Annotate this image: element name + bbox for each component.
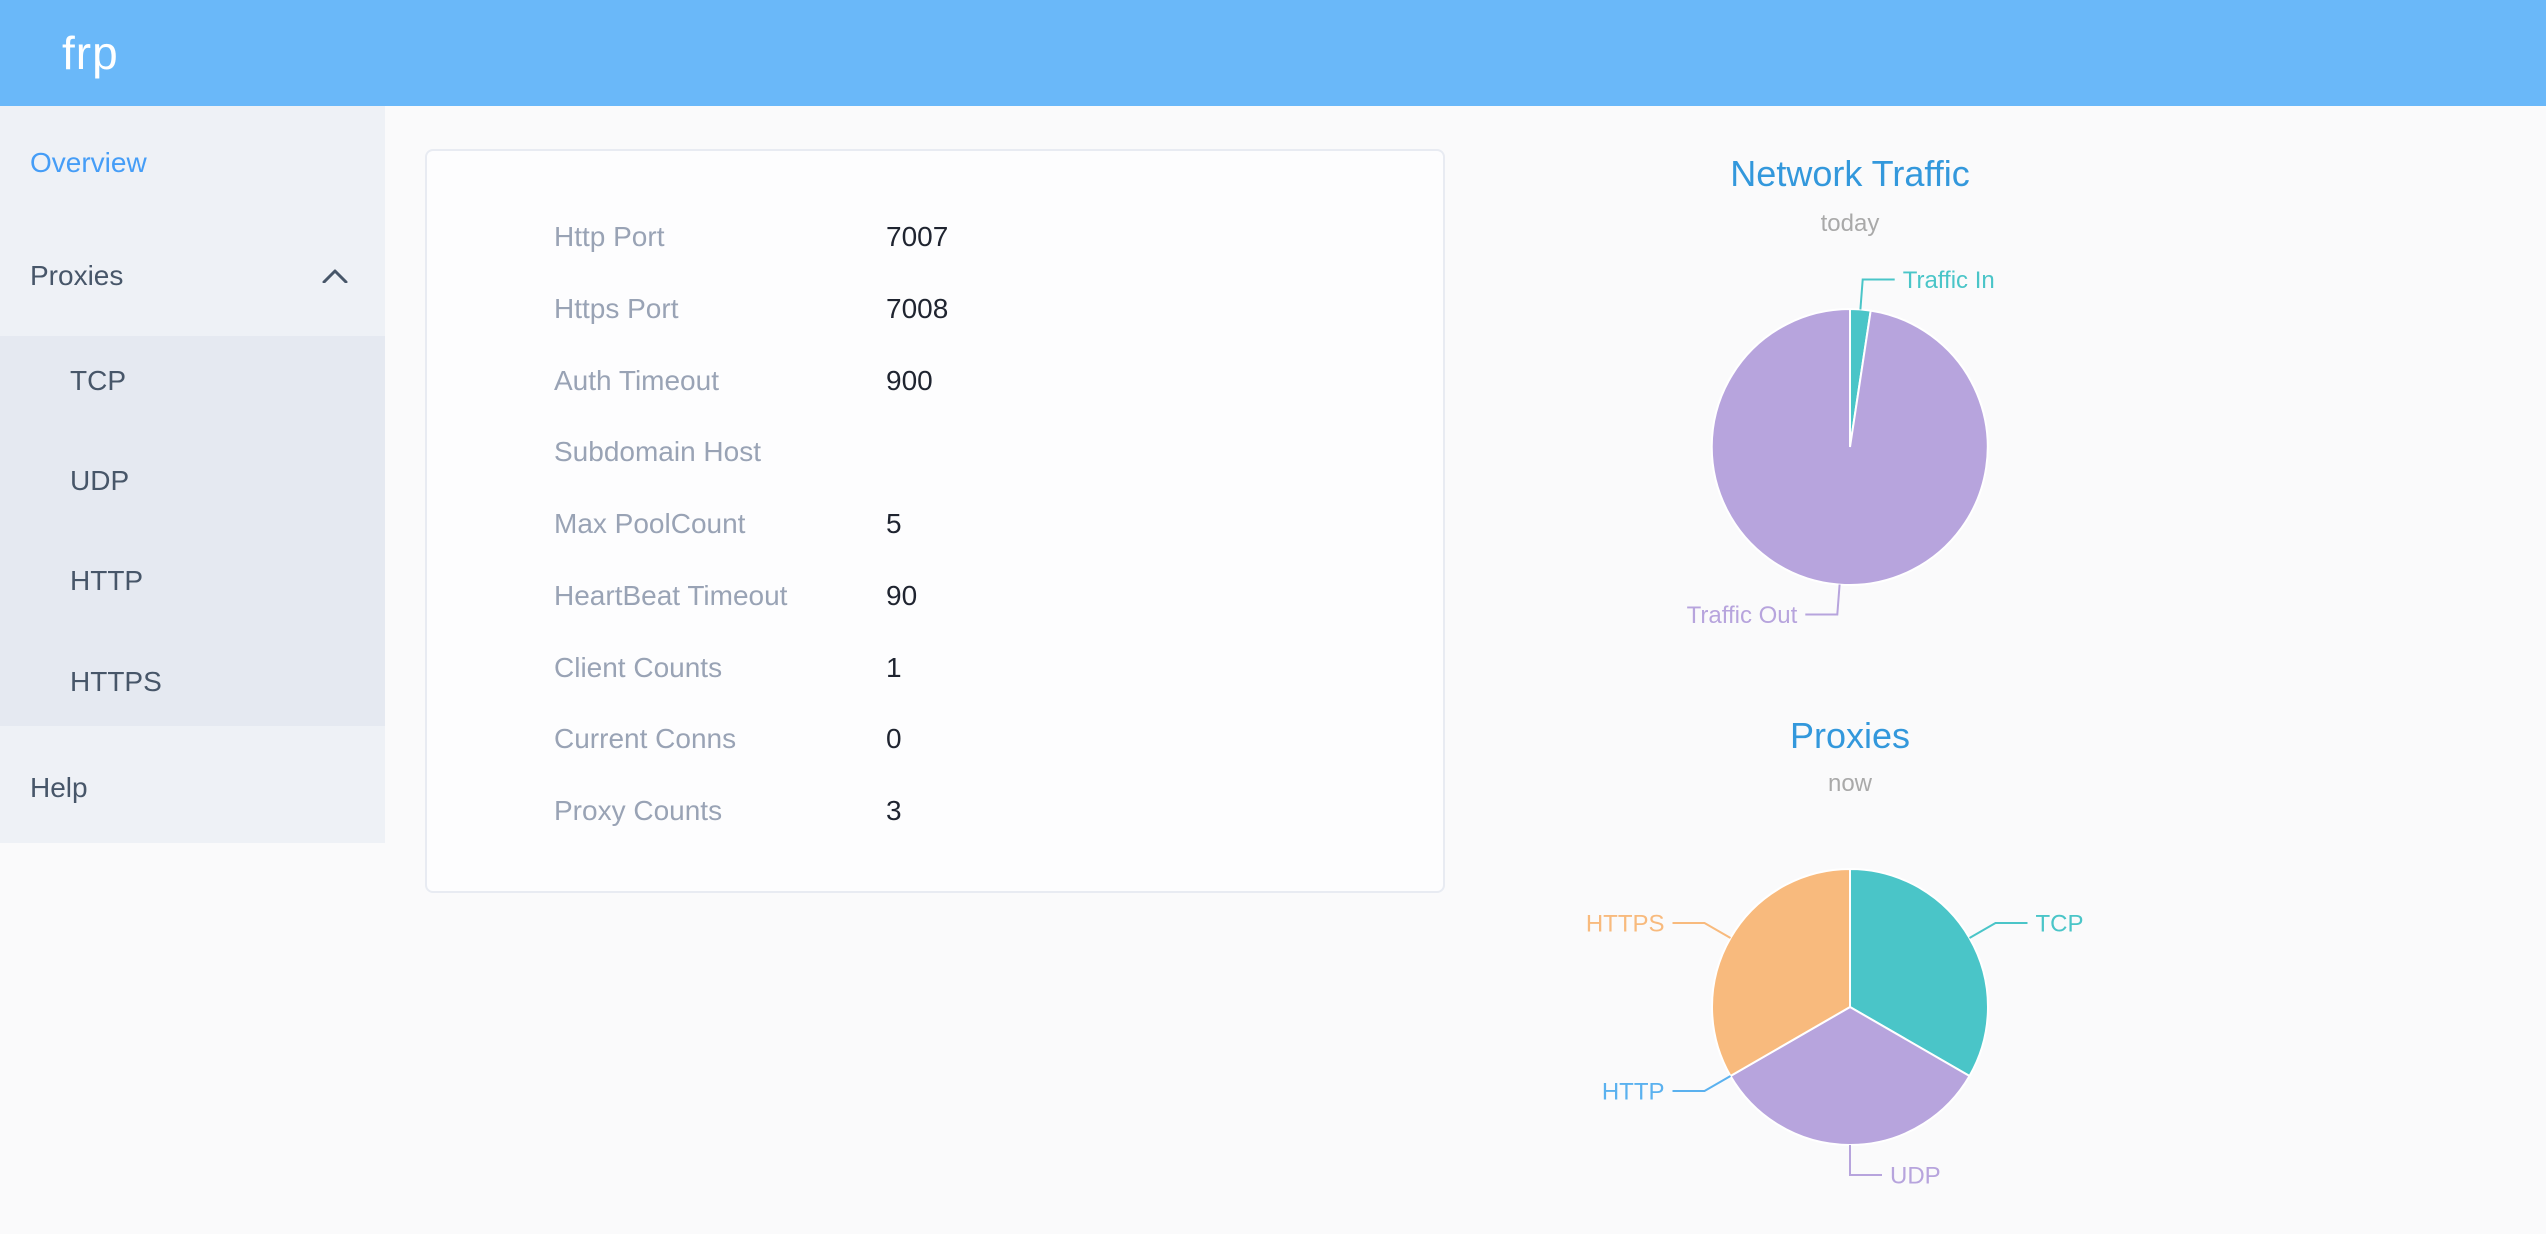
config-value: 900 — [886, 364, 933, 396]
config-row: Max PoolCount 5 — [427, 503, 1443, 545]
config-row: Subdomain Host — [427, 431, 1443, 473]
config-value: 3 — [886, 795, 902, 826]
config-label: Subdomain Host — [554, 436, 762, 468]
app-header: frp — [0, 0, 2546, 106]
server-config-card: Http Port 7007 Https Port 7008 Auth Timeout 9… — [425, 149, 1445, 893]
pie-label-traffic-out: Traffic Out — [1687, 602, 1798, 629]
config-label: Current Conns — [554, 723, 737, 755]
network-traffic-subtitle: today — [1820, 210, 1880, 237]
config-label: Client Counts — [554, 651, 723, 683]
sidebar-submenu: TCP UDP HTTP HTTPS — [0, 336, 385, 726]
config-row: HeartBeat Timeout 90 — [427, 575, 1443, 617]
config-value: 90 — [886, 579, 918, 611]
sidebar-item-tcp[interactable]: TCP — [70, 365, 126, 396]
config-row: Auth Timeout 900 — [427, 360, 1443, 402]
config-label: Https Port — [554, 292, 679, 324]
config-row: Https Port 7008 — [427, 288, 1443, 330]
config-row: Http Port 7007 — [427, 216, 1443, 258]
sidebar-item-proxies-label: Proxies — [30, 260, 124, 291]
config-value: 7008 — [886, 292, 949, 324]
sidebar: Overview Proxies TCP UDP HTTP HTTPS Help — [0, 106, 385, 843]
pie-label-tcp: TCP — [2036, 911, 2084, 938]
pie-label-line-https — [1672, 922, 1731, 939]
pie-slice-traffic-out[interactable] — [1710, 307, 1989, 586]
config-value: 5 — [886, 508, 902, 539]
network-traffic-title: Network Traffic — [1730, 153, 1970, 194]
config-label: HeartBeat Timeout — [554, 579, 788, 611]
config-label: Proxy Counts — [554, 795, 723, 826]
pie-label-line-udp — [1849, 1145, 1882, 1176]
pie-label-udp: UDP — [1890, 1163, 1941, 1190]
pie-slice-udp[interactable] — [1729, 1005, 1971, 1146]
proxies-subtitle: now — [1827, 770, 1873, 797]
sidebar-item-udp[interactable]: UDP — [70, 465, 130, 496]
pie-label-https: HTTPS — [1586, 911, 1665, 938]
sidebar-item-proxies[interactable]: Proxies — [0, 248, 385, 304]
pie-slice-tcp[interactable] — [1849, 867, 1989, 1078]
sidebar-item-https[interactable]: HTTPS — [70, 666, 162, 697]
pie-label-line-traffic-out — [1805, 584, 1841, 616]
pie-label-line-http — [1672, 1075, 1731, 1092]
config-row: Proxy Counts 3 — [427, 790, 1443, 832]
config-label: Http Port — [554, 221, 665, 252]
pie-label-line-tcp — [1969, 922, 2028, 939]
config-value: 1 — [886, 651, 902, 683]
pie-label-line-traffic-in — [1859, 278, 1895, 310]
config-row: Current Conns 0 — [427, 718, 1443, 760]
sidebar-item-http[interactable]: HTTP — [70, 565, 144, 596]
proxies-title: Proxies — [1789, 715, 1911, 756]
sidebar-item-overview[interactable]: Overview — [30, 147, 147, 178]
chevron-up-icon — [322, 269, 348, 283]
config-label: Max PoolCount — [554, 508, 746, 539]
proxies-pie-chart[interactable]: TCP UDP HTTP HTTPS — [1500, 840, 2200, 1234]
pie-label-http: HTTP — [1602, 1079, 1665, 1106]
config-value: 7007 — [886, 221, 949, 252]
config-row: Client Counts 1 — [427, 647, 1443, 689]
pie-label-traffic-in: Traffic In — [1903, 267, 1995, 294]
config-label: Auth Timeout — [554, 364, 719, 396]
config-value: 0 — [886, 723, 902, 755]
sidebar-item-help[interactable]: Help — [30, 772, 88, 803]
network-traffic-pie-chart[interactable]: Traffic In Traffic Out — [1500, 260, 2200, 680]
app-logo: frp — [62, 27, 119, 79]
